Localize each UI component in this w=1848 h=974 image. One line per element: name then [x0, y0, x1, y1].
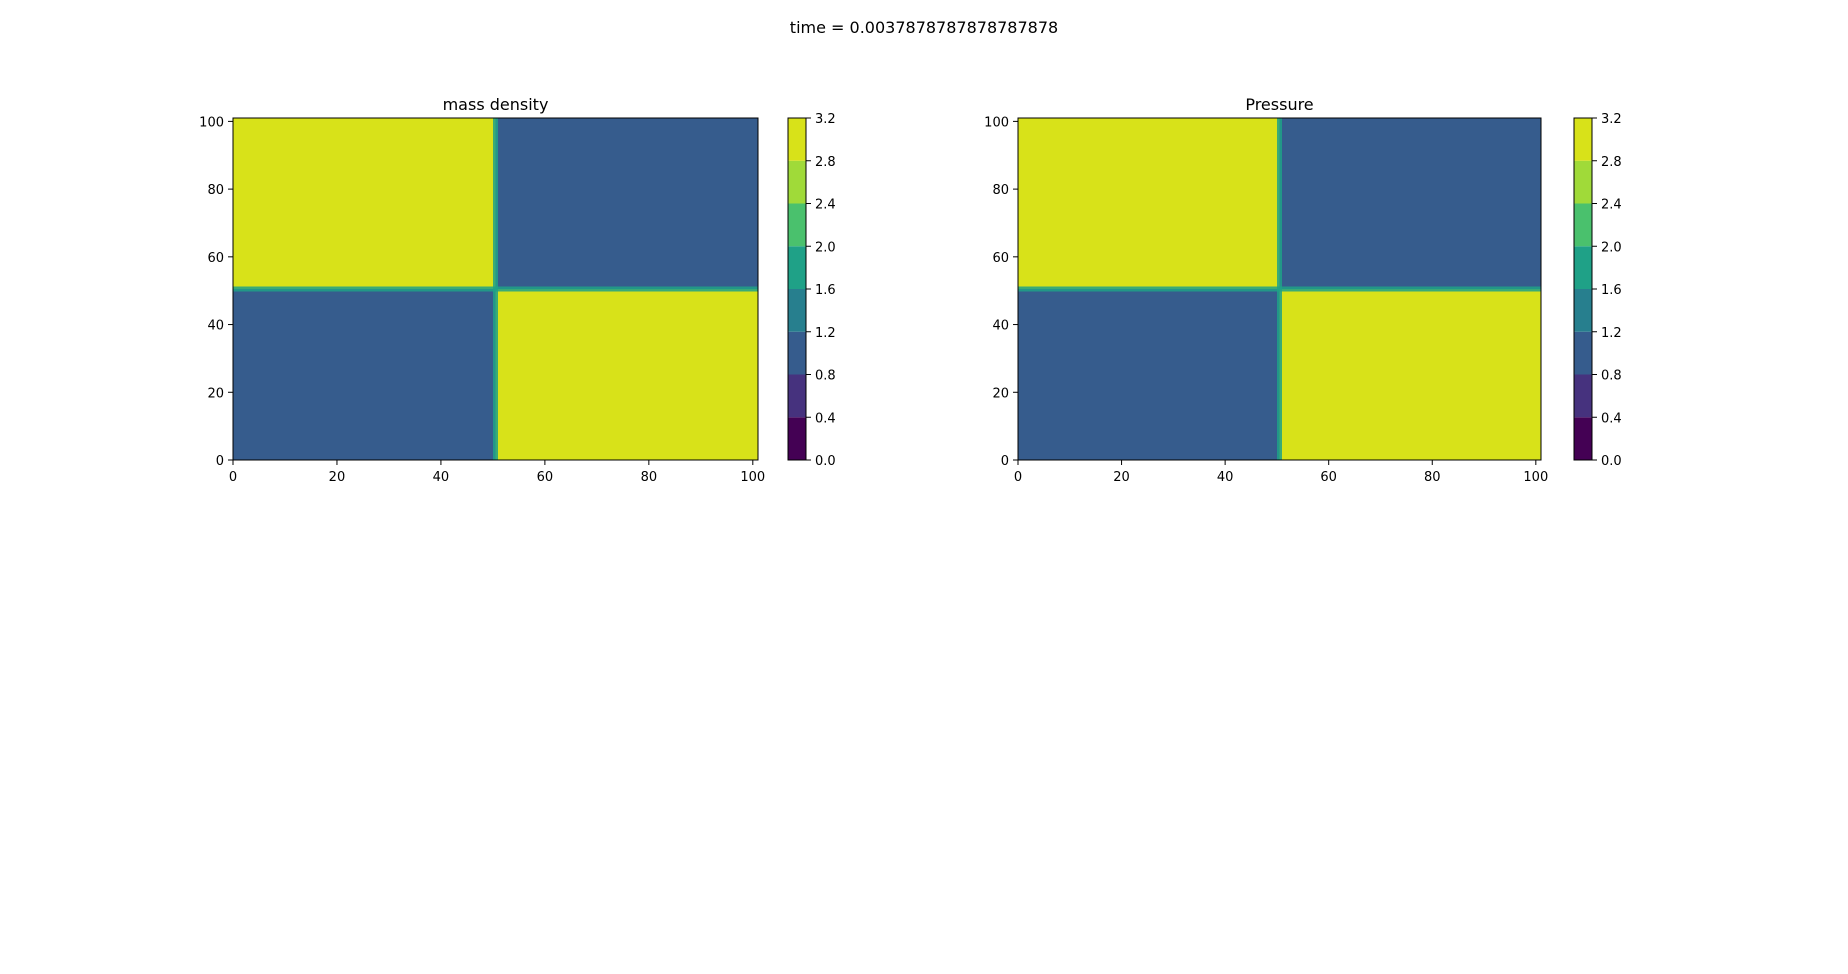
- pressure-colorbar-tick-label: 1.2: [1601, 326, 1622, 341]
- mass-density-horizontal-interface: [233, 286, 758, 292]
- pressure-region-bottom-left: [1018, 289, 1280, 460]
- pressure-y-tick-label: 80: [992, 183, 1009, 198]
- pressure-colorbar-tick-label: 3.2: [1601, 112, 1622, 127]
- mass-density-x-tick-label: 60: [537, 470, 554, 485]
- mass-density-title: mass density: [443, 95, 549, 114]
- pressure-colorbar-segment: [1574, 417, 1592, 460]
- pressure-axes-frame: [1017, 117, 1542, 461]
- mass-density-colorbar-segment: [788, 417, 806, 460]
- mass-density-colorbar-tick-label: 3.2: [815, 112, 836, 127]
- pressure-x-tick-label: 80: [1424, 470, 1441, 485]
- pressure-colorbar-tick-label: 1.6: [1601, 283, 1622, 298]
- pressure-x-tick-label: 40: [1217, 470, 1234, 485]
- figure-suptitle: time = 0.0037878787878787878: [790, 18, 1058, 37]
- mass-density-colorbar-segment: [788, 203, 806, 247]
- pressure-colorbar-tick-label: 2.0: [1601, 240, 1622, 255]
- mass-density-y-tick-label: 20: [207, 386, 224, 401]
- pressure-y-tick-label: 40: [992, 319, 1009, 334]
- pressure-colorbar-segment: [1574, 289, 1592, 332]
- pressure-y-tick-label: 0: [1001, 454, 1009, 469]
- pressure-colorbar-segment: [1574, 374, 1592, 418]
- mass-density-plot-area: [233, 118, 758, 460]
- pressure-colorbar-tick-label: 2.8: [1601, 155, 1622, 170]
- pressure-colorbar-tick-label: 2.4: [1601, 198, 1622, 213]
- mass-density-region-bottom-left: [233, 289, 496, 460]
- mass-density-colorbar-tick-label: 2.0: [815, 240, 836, 255]
- mass-density-region-top-left: [233, 118, 496, 289]
- mass-density-colorbar-tick-label: 0.4: [815, 411, 836, 426]
- mass-density-y-tick-label: 60: [207, 251, 224, 266]
- pressure-y-tick-label: 60: [992, 251, 1009, 266]
- mass-density-colorbar-tick-label: 2.8: [815, 155, 836, 170]
- mass-density-y-tick-label: 0: [216, 454, 224, 469]
- mass-density-panel: mass density 0 20 40 60 80 100 0 20 40 60 80 100 0.0 0…: [199, 95, 836, 485]
- mass-density-x-tick-label: 0: [229, 470, 237, 485]
- pressure-horizontal-interface: [1018, 286, 1541, 292]
- mass-density-axes-frame: [232, 117, 759, 461]
- pressure-title: Pressure: [1245, 95, 1313, 114]
- pressure-colorbar-segment: [1574, 118, 1592, 161]
- mass-density-x-tick-label: 80: [641, 470, 658, 485]
- pressure-region-top-right: [1279, 118, 1541, 289]
- mass-density-y-tick-label: 100: [199, 115, 224, 130]
- pressure-colorbar-segment: [1574, 160, 1592, 204]
- pressure-colorbar-tick-label: 0.0: [1601, 454, 1622, 469]
- mass-density-colorbar-segment: [788, 246, 806, 289]
- mass-density-colorbar-tick-label: 2.4: [815, 198, 836, 213]
- pressure-x-tick-label: 100: [1523, 470, 1548, 485]
- pressure-x-tick-label: 60: [1320, 470, 1337, 485]
- pressure-colorbar-segment: [1574, 203, 1592, 247]
- mass-density-x-tick-label: 40: [433, 470, 450, 485]
- mass-density-colorbar-segment: [788, 160, 806, 204]
- mass-density-colorbar-tick-label: 1.6: [815, 283, 836, 298]
- mass-density-colorbar-segment: [788, 289, 806, 332]
- pressure-region-top-left: [1018, 118, 1280, 289]
- mass-density-colorbar-segment: [788, 331, 806, 375]
- mass-density-colorbar-tick-label: 0.8: [815, 369, 836, 384]
- mass-density-x-tick-label: 20: [329, 470, 346, 485]
- pressure-x-tick-label: 0: [1014, 470, 1022, 485]
- pressure-colorbar-tick-label: 0.8: [1601, 369, 1622, 384]
- mass-density-y-tick-label: 40: [207, 319, 224, 334]
- mass-density-colorbar-tick-label: 0.0: [815, 454, 836, 469]
- pressure-x-tick-label: 20: [1113, 470, 1130, 485]
- mass-density-region-top-right: [495, 118, 758, 289]
- mass-density-colorbar-segment: [788, 118, 806, 161]
- pressure-plot-area: [1018, 118, 1541, 460]
- mass-density-colorbar-tick-label: 1.2: [815, 326, 836, 341]
- pressure-region-bottom-right: [1279, 289, 1541, 460]
- pressure-y-tick-label: 100: [984, 115, 1009, 130]
- pressure-panel: Pressure 0 20 40 60 80 100 0 20 40 60 80 100 0.0 0.4 0.…: [984, 95, 1622, 485]
- pressure-colorbar-segment: [1574, 246, 1592, 289]
- mass-density-y-tick-label: 80: [207, 183, 224, 198]
- pressure-colorbar-segment: [1574, 331, 1592, 375]
- mass-density-colorbar-segment: [788, 374, 806, 418]
- mass-density-x-tick-label: 100: [740, 470, 765, 485]
- pressure-colorbar-tick-label: 0.4: [1601, 411, 1622, 426]
- mass-density-region-bottom-right: [495, 289, 758, 460]
- pressure-y-tick-label: 20: [992, 386, 1009, 401]
